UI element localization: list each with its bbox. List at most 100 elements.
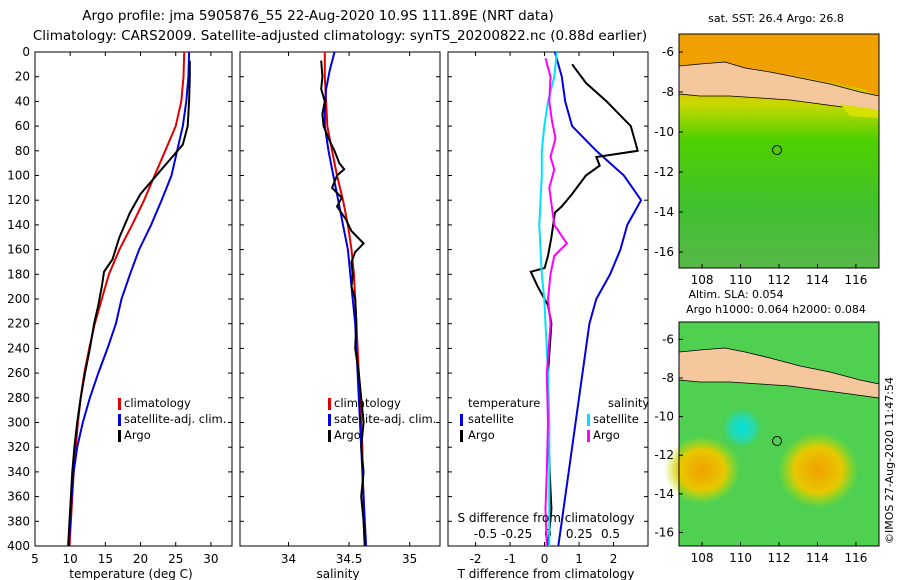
x-tick-label: 35 (402, 552, 417, 566)
s-tick-label: 0.5 (601, 527, 620, 541)
series-temperature-argo (67, 60, 191, 547)
x-tick-label: 5 (31, 552, 39, 566)
map-x-tick-label: 108 (691, 551, 714, 565)
legend-argo: Argo (334, 428, 361, 442)
sla-low (720, 406, 764, 450)
x-tick-label: 30 (203, 552, 218, 566)
s-difference-label: S difference from climatology (458, 511, 635, 525)
map-y-tick-label: -16 (654, 245, 674, 259)
y-tick-label: 240 (7, 341, 30, 355)
y-tick-label: 280 (7, 391, 30, 405)
temperature-xlabel: temperature (deg C) (69, 567, 192, 580)
legend-climatology: climatology (124, 396, 191, 410)
map-y-tick-label: -14 (654, 205, 674, 219)
legend-satellite: satellite-adj. clim. (124, 412, 226, 426)
map-x-tick-label: 112 (768, 551, 791, 565)
map-x-tick-label: 112 (768, 273, 791, 287)
y-tick-label: 0 (22, 45, 30, 59)
sst-coastal-band (840, 104, 879, 118)
legend-t-argo: Argo (468, 428, 495, 442)
legend-swatch-argo (118, 430, 121, 442)
map-y-tick-label: -14 (654, 487, 674, 501)
legend-t-satellite: satellite (468, 412, 514, 426)
map-y-tick-label: -10 (654, 410, 674, 424)
legend-swatch-t-satellite (460, 414, 463, 426)
y-tick-label: 80 (15, 144, 30, 158)
y-tick-label: 320 (7, 440, 30, 454)
title-line-1: Argo profile: jma 5905876_55 22-Aug-2020… (82, 8, 554, 24)
x-tick-label: 15 (98, 552, 113, 566)
y-tick-label: 40 (15, 94, 30, 108)
y-tick-label: 180 (7, 267, 30, 281)
difference-xlabel: T difference from climatology (457, 567, 635, 580)
legend-swatch-climatology (118, 398, 121, 410)
map-x-tick-label: 116 (844, 273, 867, 287)
map-y-tick-label: -10 (654, 125, 674, 139)
temperature-axes (34, 51, 233, 547)
x-tick-label: -2 (470, 552, 482, 566)
y-tick-label: 160 (7, 243, 30, 257)
map-y-tick-label: -12 (654, 165, 674, 179)
map-x-tick-label: 110 (729, 551, 752, 565)
map-x-tick-label: 114 (806, 551, 829, 565)
legend-swatch-satellite (118, 414, 121, 426)
legend-s-satellite: satellite (593, 412, 639, 426)
temperature-legend: climatology satellite-adj. clim. Argo (118, 396, 226, 442)
s-tick-label: -0.5 (474, 527, 497, 541)
legend-swatch-satellite (328, 414, 331, 426)
salinity-axes (239, 51, 441, 547)
y-tick-label: 20 (15, 70, 30, 84)
x-tick-label: 34.5 (336, 552, 363, 566)
salinity-legend: climatology satellite-adj. clim. Argo (328, 396, 436, 442)
s-tick-label: 0 (544, 527, 552, 541)
imos-credit: ©IMOS 27-Aug-2020 11:47:54 (883, 377, 896, 544)
map-x-tick-label: 110 (729, 273, 752, 287)
series-difference-s-argo-climatology (544, 57, 569, 547)
map-y-tick-label: -12 (654, 448, 674, 462)
legend-swatch-s-satellite (587, 414, 590, 426)
legend-climatology: climatology (334, 396, 401, 410)
difference-legend: temperature salinity satellite Argo sate… (460, 396, 649, 442)
y-tick-label: 300 (7, 416, 30, 430)
x-tick-label: 0 (541, 552, 549, 566)
x-tick-label: -1 (504, 552, 516, 566)
sla-argo-marker (772, 436, 782, 446)
y-tick-label: 60 (15, 119, 30, 133)
sla-high-west (664, 436, 740, 504)
map-y-tick-label: -6 (662, 332, 674, 346)
map-x-tick-label: 114 (806, 273, 829, 287)
y-tick-label: 100 (7, 169, 30, 183)
y-tick-label: 200 (7, 292, 30, 306)
legend-s-argo: Argo (593, 428, 620, 442)
legend-argo: Argo (124, 428, 151, 442)
y-tick-label: 380 (7, 514, 30, 528)
series-temperature-satellite-adj-clim (67, 51, 191, 547)
legend-temperature-title: temperature (468, 396, 540, 410)
sst-map-title: sat. SST: 26.4 Argo: 26.8 (708, 12, 844, 25)
legend-swatch-t-argo (460, 430, 463, 442)
y-tick-label: 260 (7, 366, 30, 380)
s-tick-label: 0.25 (566, 527, 593, 541)
map-y-tick-label: -6 (662, 45, 674, 59)
y-tick-label: 400 (7, 539, 30, 553)
y-tick-label: 140 (7, 218, 30, 232)
sst-warm-north (679, 34, 879, 96)
legend-swatch-argo (328, 430, 331, 442)
sla-map-title-2: Argo h1000: 0.064 h2000: 0.084 (686, 303, 866, 316)
series-salinity-argo (320, 60, 366, 547)
legend-satellite: satellite-adj. clim. (334, 412, 436, 426)
legend-swatch-s-argo (587, 430, 590, 442)
x-tick-label: 20 (133, 552, 148, 566)
sst-argo-marker (772, 145, 782, 155)
series-difference-t-satellite-climatology (553, 51, 643, 547)
y-tick-label: 120 (7, 193, 30, 207)
sst-map (678, 33, 880, 269)
x-tick-label: 34 (281, 552, 296, 566)
title-line-2: Climatology: CARS2009. Satellite-adjuste… (33, 28, 647, 44)
x-tick-label: 10 (63, 552, 78, 566)
legend-salinity-title: salinity (608, 396, 649, 410)
x-tick-label: 1 (575, 552, 583, 566)
y-tick-label: 220 (7, 317, 30, 331)
map-x-tick-label: 108 (691, 273, 714, 287)
